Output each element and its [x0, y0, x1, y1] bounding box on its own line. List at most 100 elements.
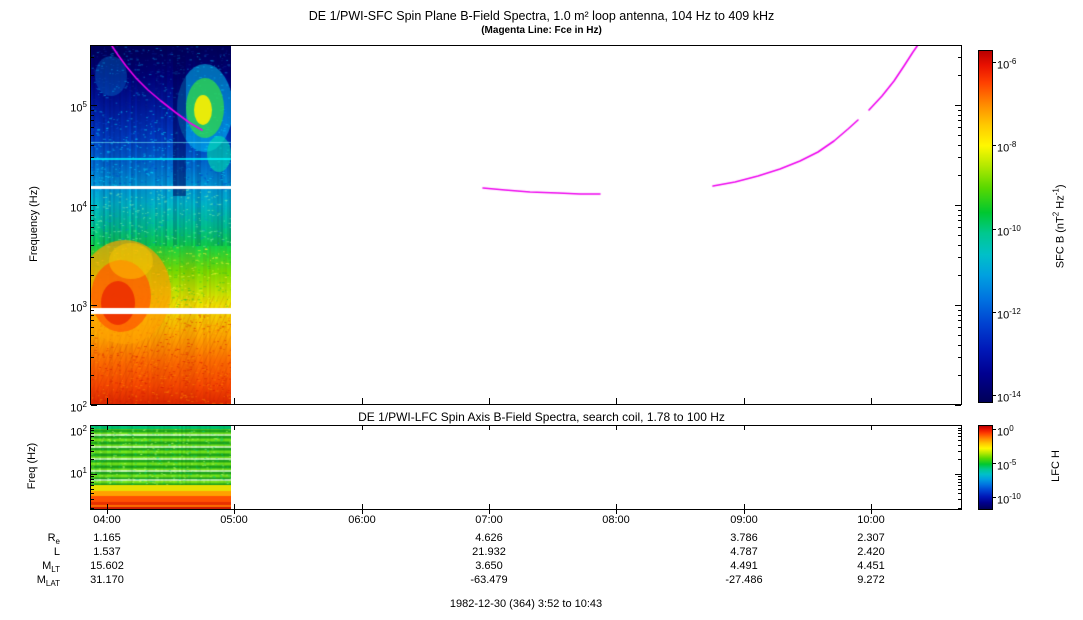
- figure-subtitle: (Magenta Line: Fce in Hz): [481, 25, 602, 36]
- sfc-y-minor-tick: [91, 244, 94, 246]
- lfc-y-minor-tick: [958, 436, 961, 438]
- sfc-y-minor-tick: [91, 209, 94, 211]
- ephemeris-row-label: L: [53, 546, 60, 558]
- x-tick-mark: [871, 504, 872, 509]
- lfc-y-minor-tick: [958, 450, 961, 452]
- lfc-y-minor-tick: [958, 459, 961, 461]
- lfc-colorbar-tick-label: 100: [997, 424, 1014, 439]
- sfc-colorbar-label-sup1: 2: [1051, 211, 1061, 217]
- sfc-y-minor-tick: [958, 135, 961, 137]
- ephemeris-value: 2.420: [857, 546, 885, 558]
- lfc-y-minor-tick: [958, 440, 961, 442]
- x-tick-mark: [871, 426, 872, 430]
- x-tick-mark: [616, 426, 617, 430]
- x-tick-label: 10:00: [857, 514, 885, 526]
- x-tick-mark: [107, 504, 108, 509]
- x-tick-mark: [744, 426, 745, 430]
- lfc-y-minor-tick: [91, 430, 94, 432]
- sfc-colorbar-tick-mark: [992, 145, 996, 146]
- x-tick-mark: [107, 426, 108, 430]
- sfc-y-tick-label: 102: [70, 400, 87, 415]
- sfc-y-minor-tick: [91, 309, 94, 311]
- sfc-y-minor-tick: [958, 314, 961, 316]
- x-tick-mark: [489, 504, 490, 509]
- sfc-colorbar-tick-label: 10-10: [997, 224, 1021, 239]
- sfc-y-tick-mark: [91, 105, 97, 106]
- x-tick-label: 04:00: [93, 514, 121, 526]
- lfc-plot-area: [90, 425, 962, 510]
- sfc-y-minor-tick: [958, 220, 961, 222]
- ephemeris-value: 21.932: [472, 546, 506, 558]
- x-tick-label: 06:00: [348, 514, 376, 526]
- x-tick-mark: [234, 398, 235, 404]
- sfc-y-minor-tick: [958, 57, 961, 59]
- lfc-y-minor-tick: [958, 430, 961, 432]
- sfc-y-minor-tick: [91, 274, 94, 276]
- sfc-y-tick-mark: [955, 105, 961, 106]
- sfc-y-minor-tick: [958, 214, 961, 216]
- x-tick-mark: [744, 398, 745, 404]
- lfc-y-minor-tick: [91, 507, 94, 509]
- sfc-y-minor-tick: [958, 327, 961, 329]
- sfc-y-minor-tick: [958, 274, 961, 276]
- x-tick-mark: [107, 510, 108, 514]
- sfc-y-minor-tick: [91, 157, 94, 159]
- x-tick-mark: [234, 504, 235, 509]
- ephemeris-row-label: MLT: [42, 560, 60, 575]
- x-tick-label: 07:00: [475, 514, 503, 526]
- x-tick-mark: [616, 510, 617, 514]
- ephemeris-value: 1.537: [93, 546, 121, 558]
- lfc-y-minor-tick: [958, 484, 961, 486]
- ephemeris-value: 31.170: [90, 574, 124, 586]
- lfc-y-minor-tick: [958, 478, 961, 480]
- ephemeris-value: 9.272: [857, 574, 885, 586]
- lfc-y-minor-tick: [91, 459, 94, 461]
- sfc-y-minor-tick: [958, 120, 961, 122]
- lfc-y-minor-tick: [91, 444, 94, 446]
- lfc-colorbar-label: LFC H: [1050, 416, 1062, 516]
- lfc-y-minor-tick: [91, 436, 94, 438]
- ephemeris-value: 4.626: [475, 532, 503, 544]
- sfc-y-tick-label: 103: [70, 300, 87, 315]
- lfc-y-minor-tick: [958, 427, 961, 429]
- x-tick-mark: [362, 510, 363, 514]
- sfc-colorbar-tick-mark: [992, 395, 996, 396]
- lfc-y-minor-tick: [91, 478, 94, 480]
- sfc-colorbar: [978, 50, 993, 403]
- lfc-y-tick-mark: [955, 474, 961, 475]
- sfc-y-tick-mark: [91, 405, 97, 406]
- x-tick-mark: [362, 426, 363, 430]
- x-tick-mark: [871, 398, 872, 404]
- sfc-colorbar-label-text3: ): [1054, 184, 1067, 189]
- lfc-colorbar-label-text: LFC H: [1050, 450, 1062, 482]
- lfc-y-tick-mark: [91, 474, 97, 475]
- sfc-y-minor-tick: [958, 209, 961, 211]
- sfc-y-minor-tick: [91, 144, 94, 146]
- sfc-y-minor-tick: [958, 235, 961, 237]
- ephemeris-value: 3.786: [730, 532, 758, 544]
- fce-line-overlay: [91, 46, 961, 404]
- sfc-y-minor-tick: [958, 74, 961, 76]
- sfc-y-minor-tick: [91, 127, 94, 129]
- sfc-y-minor-tick: [91, 135, 94, 137]
- lfc-panel-title: DE 1/PWI-LFC Spin Axis B-Field Spectra, …: [358, 410, 725, 424]
- sfc-y-minor-tick: [91, 57, 94, 59]
- lfc-y-minor-tick: [958, 432, 961, 434]
- x-tick-mark: [744, 510, 745, 514]
- lfc-y-tick-label: 101: [70, 466, 87, 481]
- ephemeris-value: 15.602: [90, 560, 124, 572]
- ephemeris-value: 2.307: [857, 532, 885, 544]
- sfc-y-minor-tick: [958, 144, 961, 146]
- ephemeris-value: 3.650: [475, 560, 503, 572]
- lfc-y-minor-tick: [91, 499, 94, 501]
- lfc-y-minor-tick: [91, 493, 94, 495]
- sfc-colorbar-tick-label: 10-6: [997, 57, 1017, 72]
- lfc-y-minor-tick: [958, 488, 961, 490]
- sfc-y-minor-tick: [958, 320, 961, 322]
- lfc-y-minor-tick: [958, 507, 961, 509]
- x-tick-mark: [616, 504, 617, 509]
- sfc-colorbar-tick-mark: [992, 62, 996, 63]
- sfc-y-minor-tick: [91, 314, 94, 316]
- x-tick-mark: [489, 510, 490, 514]
- sfc-colorbar-label-text: SFC B (nT: [1054, 216, 1067, 269]
